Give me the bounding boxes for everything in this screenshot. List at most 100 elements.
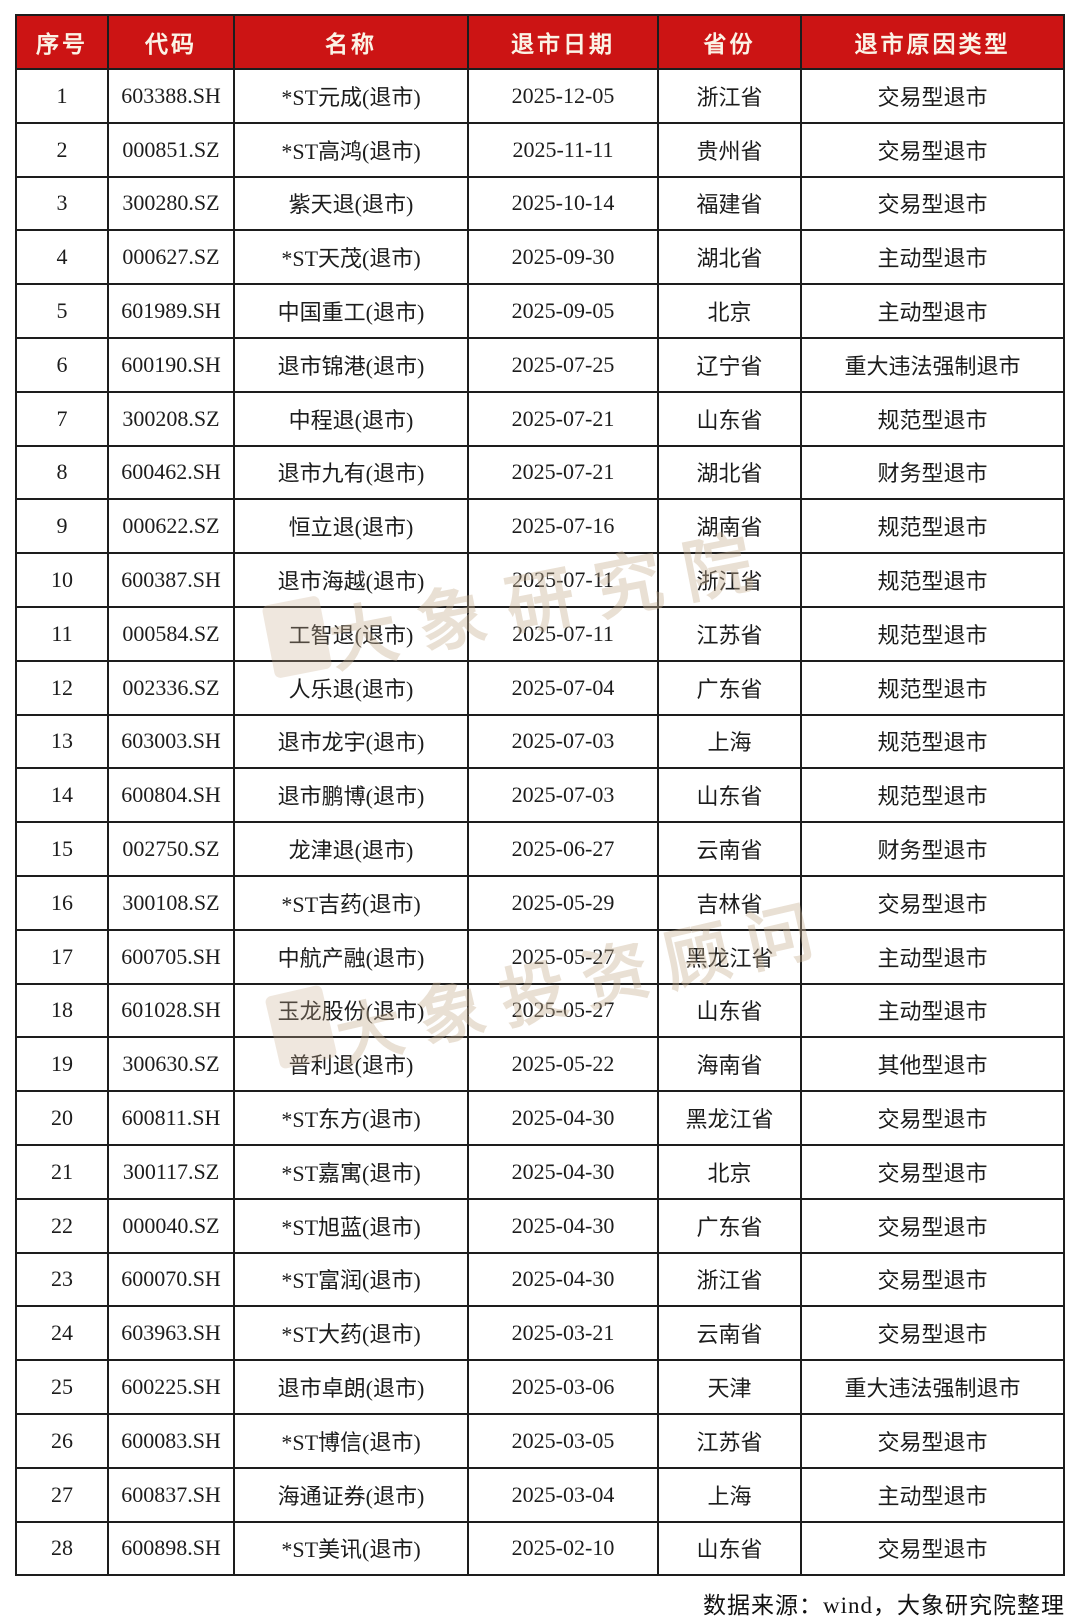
cell-province: 吉林省 <box>657 874 802 931</box>
cell-code: 002750.SZ <box>107 821 235 877</box>
cell-date: 2025-07-21 <box>467 390 659 447</box>
cell-date: 2025-05-22 <box>467 1036 659 1093</box>
cell-no: 20 <box>15 1090 109 1146</box>
table-row: 2 000851.SZ *ST高鸿(退市) 2025-11-11 贵州省 交易型退市 <box>15 121 1065 178</box>
cell-code: 000851.SZ <box>107 121 235 178</box>
cell-name: *ST大药(退市) <box>233 1305 469 1362</box>
cell-province: 海南省 <box>657 1036 802 1093</box>
cell-no: 18 <box>15 982 109 1039</box>
cell-code: 000040.SZ <box>107 1197 235 1254</box>
cell-name: 退市海越(退市) <box>233 552 469 608</box>
cell-code: 603388.SH <box>107 68 235 124</box>
cell-code: 300280.SZ <box>107 175 235 232</box>
cell-no: 9 <box>15 498 109 555</box>
cell-name: 退市锦港(退市) <box>233 336 469 393</box>
cell-reason: 重大违法强制退市 <box>800 336 1065 393</box>
cell-name: *ST富润(退市) <box>233 1251 469 1308</box>
cell-no: 26 <box>15 1412 109 1469</box>
cell-code: 300108.SZ <box>107 874 235 931</box>
header-name: 名称 <box>233 14 469 70</box>
cell-province: 山东省 <box>657 1520 802 1577</box>
cell-province: 广东省 <box>657 1197 802 1254</box>
header-row: 序号 代码 名称 退市日期 省份 退市原因类型 <box>15 14 1065 70</box>
cell-date: 2025-03-05 <box>467 1412 659 1469</box>
table-row: 28 600898.SH *ST美讯(退市) 2025-02-10 山东省 交易型退市 <box>15 1520 1065 1577</box>
table-row: 11 000584.SZ 工智退(退市) 2025-07-11 江苏省 规范型退市 <box>15 605 1065 662</box>
cell-name: 中航产融(退市) <box>233 928 469 985</box>
header-province: 省份 <box>657 14 802 70</box>
cell-reason: 规范型退市 <box>800 552 1065 608</box>
table-row: 21 300117.SZ *ST嘉寓(退市) 2025-04-30 北京 交易型退市 <box>15 1143 1065 1200</box>
table-row: 25 600225.SH 退市卓朗(退市) 2025-03-06 天津 重大违法强制退市 <box>15 1359 1065 1415</box>
cell-date: 2025-05-29 <box>467 874 659 931</box>
cell-date: 2025-07-16 <box>467 498 659 555</box>
cell-date: 2025-04-30 <box>467 1197 659 1254</box>
cell-reason: 交易型退市 <box>800 1520 1065 1577</box>
cell-date: 2025-04-30 <box>467 1143 659 1200</box>
header-no: 序号 <box>15 14 109 70</box>
cell-no: 6 <box>15 336 109 393</box>
cell-reason: 交易型退市 <box>800 1090 1065 1146</box>
cell-name: *ST嘉寓(退市) <box>233 1143 469 1200</box>
cell-no: 12 <box>15 659 109 716</box>
table-body: 1 603388.SH *ST元成(退市) 2025-12-05 浙江省 交易型退市 2 00… <box>15 68 1065 1577</box>
table-row: 1 603388.SH *ST元成(退市) 2025-12-05 浙江省 交易型退市 <box>15 68 1065 124</box>
cell-no: 17 <box>15 928 109 985</box>
cell-code: 000627.SZ <box>107 229 235 286</box>
cell-province: 贵州省 <box>657 121 802 178</box>
cell-name: 中程退(退市) <box>233 390 469 447</box>
cell-name: 龙津退(退市) <box>233 821 469 877</box>
cell-date: 2025-07-03 <box>467 767 659 824</box>
cell-no: 8 <box>15 444 109 501</box>
cell-reason: 规范型退市 <box>800 659 1065 716</box>
cell-reason: 财务型退市 <box>800 821 1065 877</box>
cell-no: 1 <box>15 68 109 124</box>
cell-date: 2025-07-11 <box>467 605 659 662</box>
cell-code: 600898.SH <box>107 1520 235 1577</box>
cell-date: 2025-07-25 <box>467 336 659 393</box>
table-row: 13 603003.SH 退市龙宇(退市) 2025-07-03 上海 规范型退市 <box>15 713 1065 770</box>
cell-province: 福建省 <box>657 175 802 232</box>
header-date: 退市日期 <box>467 14 659 70</box>
cell-name: 退市九有(退市) <box>233 444 469 501</box>
cell-no: 14 <box>15 767 109 824</box>
cell-code: 603003.SH <box>107 713 235 770</box>
cell-date: 2025-07-21 <box>467 444 659 501</box>
table-header: 序号 代码 名称 退市日期 省份 退市原因类型 <box>15 14 1065 70</box>
cell-reason: 交易型退市 <box>800 1197 1065 1254</box>
table-row: 16 300108.SZ *ST吉药(退市) 2025-05-29 吉林省 交易型退市 <box>15 874 1065 931</box>
cell-date: 2025-04-30 <box>467 1090 659 1146</box>
cell-name: 恒立退(退市) <box>233 498 469 555</box>
cell-reason: 规范型退市 <box>800 605 1065 662</box>
table-row: 27 600837.SH 海通证券(退市) 2025-03-04 上海 主动型退市 <box>15 1466 1065 1523</box>
cell-date: 2025-07-04 <box>467 659 659 716</box>
table-row: 5 601989.SH 中国重工(退市) 2025-09-05 北京 主动型退市 <box>15 283 1065 339</box>
cell-code: 603963.SH <box>107 1305 235 1362</box>
cell-reason: 重大违法强制退市 <box>800 1359 1065 1415</box>
cell-code: 601028.SH <box>107 982 235 1039</box>
cell-code: 300208.SZ <box>107 390 235 447</box>
cell-code: 600190.SH <box>107 336 235 393</box>
cell-reason: 主动型退市 <box>800 229 1065 286</box>
cell-no: 23 <box>15 1251 109 1308</box>
table-row: 19 300630.SZ 普利退(退市) 2025-05-22 海南省 其他型退市 <box>15 1036 1065 1093</box>
cell-no: 15 <box>15 821 109 877</box>
cell-province: 黑龙江省 <box>657 928 802 985</box>
table-row: 6 600190.SH 退市锦港(退市) 2025-07-25 辽宁省 重大违法强制退市 <box>15 336 1065 393</box>
cell-reason: 交易型退市 <box>800 1251 1065 1308</box>
cell-reason: 交易型退市 <box>800 68 1065 124</box>
cell-province: 上海 <box>657 713 802 770</box>
cell-reason: 规范型退市 <box>800 498 1065 555</box>
cell-no: 21 <box>15 1143 109 1200</box>
table-row: 26 600083.SH *ST博信(退市) 2025-03-05 江苏省 交易型退市 <box>15 1412 1065 1469</box>
table-row: 9 000622.SZ 恒立退(退市) 2025-07-16 湖南省 规范型退市 <box>15 498 1065 555</box>
cell-province: 北京 <box>657 1143 802 1200</box>
table-row: 15 002750.SZ 龙津退(退市) 2025-06-27 云南省 财务型退市 <box>15 821 1065 877</box>
cell-code: 002336.SZ <box>107 659 235 716</box>
cell-date: 2025-06-27 <box>467 821 659 877</box>
cell-no: 16 <box>15 874 109 931</box>
cell-name: *ST旭蓝(退市) <box>233 1197 469 1254</box>
cell-reason: 主动型退市 <box>800 928 1065 985</box>
cell-name: 海通证券(退市) <box>233 1466 469 1523</box>
